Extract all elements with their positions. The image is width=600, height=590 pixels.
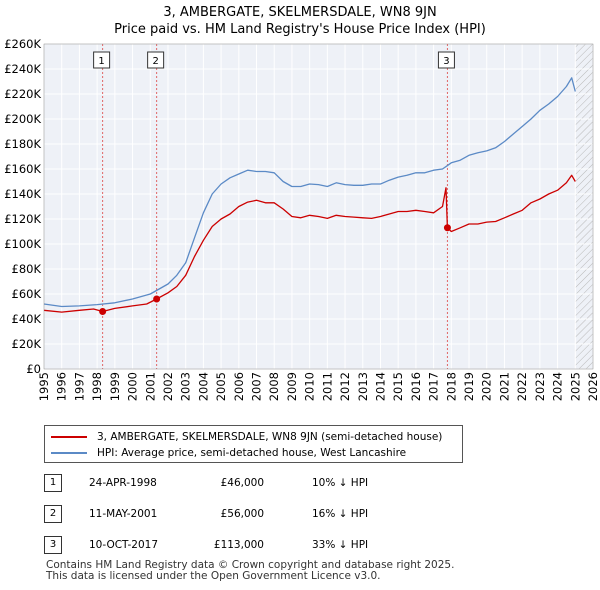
y-tick-label: £20K <box>12 337 42 351</box>
x-tick-label: 1996 <box>55 372 69 401</box>
x-tick-label: 1999 <box>108 372 122 401</box>
x-tick-label: 2014 <box>373 372 387 401</box>
legend-swatch-property <box>51 436 87 438</box>
sale-delta: 10% ↓ HPI <box>312 477 369 489</box>
footer: Contains HM Land Registry data © Crown c… <box>46 560 454 582</box>
y-tick-label: £80K <box>12 262 42 276</box>
x-tick-label: 1995 <box>37 372 51 401</box>
x-tick-label: 2016 <box>409 372 423 401</box>
sale-delta: 16% ↓ HPI <box>312 508 369 520</box>
plot-area <box>44 44 593 369</box>
x-tick-label: 1997 <box>72 372 86 401</box>
plot-border <box>43 43 594 370</box>
x-tick-label: 2024 <box>551 372 565 401</box>
sale-point <box>443 224 451 232</box>
x-tick-label: 2023 <box>533 372 547 401</box>
y-tick-label: £160K <box>4 162 41 176</box>
y-tick-label: £100K <box>4 237 41 251</box>
chart-subtitle: Price paid vs. HM Land Registry's House … <box>114 22 486 37</box>
sale-date: 11-MAY-2001 <box>89 508 158 520</box>
forecast-hatch <box>575 44 593 369</box>
sale-label-box <box>147 51 165 69</box>
chart-title: 3, AMBERGATE, SKELMERSDALE, WN8 9JN <box>163 5 437 20</box>
x-tick-label: 2018 <box>444 372 458 401</box>
y-tick-label: £240K <box>4 62 41 76</box>
property-price-line <box>43 174 576 313</box>
legend-label-property: 3, AMBERGATE, SKELMERSDALE, WN8 9JN (sem… <box>97 431 443 443</box>
legend-item-property: 3, AMBERGATE, SKELMERSDALE, WN8 9JN (sem… <box>51 430 442 444</box>
chart-title-block: 3, AMBERGATE, SKELMERSDALE, WN8 9JN Pric… <box>0 4 600 38</box>
x-tick-label: 2021 <box>497 372 511 401</box>
sale-label-box <box>437 51 455 69</box>
y-tick-label: £120K <box>4 212 41 226</box>
sale-label-box <box>93 51 111 69</box>
footer-copyright: Contains HM Land Registry data © Crown c… <box>46 559 455 571</box>
legend-swatch-hpi <box>51 452 87 454</box>
y-tick-label: £200K <box>4 112 41 126</box>
y-tick-label: £220K <box>4 87 41 101</box>
x-tick-label: 2008 <box>267 372 281 401</box>
x-tick-label: 2026 <box>586 372 600 401</box>
y-tick-label: £140K <box>4 187 41 201</box>
y-tick-label: £60K <box>12 287 42 301</box>
footer-licence: This data is licensed under the Open Gov… <box>46 570 381 582</box>
x-tick-label: 2002 <box>161 372 175 401</box>
sale-marker: 3 <box>44 536 62 554</box>
sale-price: £56,000 <box>220 508 264 520</box>
x-tick-label: 2007 <box>250 372 264 401</box>
x-tick-label: 2011 <box>320 372 334 401</box>
sale-marker: 2 <box>44 505 62 523</box>
x-tick-label: 2022 <box>515 372 529 401</box>
sale-point <box>153 295 161 303</box>
sale-marker: 1 <box>44 474 62 492</box>
y-tick-label: £0 <box>26 362 41 376</box>
x-tick-label: 2005 <box>214 372 228 401</box>
sale-price: £113,000 <box>213 539 264 551</box>
x-tick-label: 2019 <box>462 372 476 401</box>
x-tick-label: 2025 <box>568 372 582 401</box>
sale-label-number: 1 <box>98 56 104 67</box>
sale-delta: 33% ↓ HPI <box>312 539 369 551</box>
legend-item-hpi: HPI: Average price, semi-detached house,… <box>51 446 406 460</box>
x-tick-label: 2013 <box>356 372 370 401</box>
x-tick-label: 2004 <box>196 372 210 401</box>
sale-label-number: 3 <box>443 56 449 67</box>
sale-label-number: 2 <box>152 56 158 67</box>
x-tick-label: 2003 <box>179 372 193 401</box>
sale-date: 10-OCT-2017 <box>89 539 158 551</box>
sale-point <box>99 308 107 315</box>
x-tick-label: 2017 <box>427 372 441 401</box>
x-tick-label: 2001 <box>143 372 157 401</box>
x-tick-label: 2015 <box>391 372 405 401</box>
x-tick-label: 2012 <box>338 372 352 401</box>
x-tick-label: 2009 <box>285 372 299 401</box>
x-tick-label: 2006 <box>232 372 246 401</box>
price-chart: 1 2 3 £0 £20K £40K £60K £80K £100K £120K £140K £16… <box>4 37 600 401</box>
x-tick-label: 2010 <box>303 372 317 401</box>
hpi-line <box>43 77 576 308</box>
legend-label-hpi: HPI: Average price, semi-detached house,… <box>97 447 407 459</box>
x-tick-label: 1998 <box>90 372 104 401</box>
y-tick-label: £40K <box>12 312 42 326</box>
sale-price: £46,000 <box>220 477 264 489</box>
sale-row: 2 11-MAY-2001 £56,000 16% ↓ HPI <box>44 505 444 523</box>
sale-row: 1 24-APR-1998 £46,000 10% ↓ HPI <box>44 474 444 492</box>
sale-date: 24-APR-1998 <box>89 477 157 489</box>
x-tick-label: 2000 <box>126 372 140 401</box>
x-tick-label: 2020 <box>480 372 494 401</box>
sale-row: 3 10-OCT-2017 £113,000 33% ↓ HPI <box>44 536 444 554</box>
legend: 3, AMBERGATE, SKELMERSDALE, WN8 9JN (sem… <box>44 425 463 463</box>
y-tick-label: £260K <box>4 37 41 51</box>
y-tick-label: £180K <box>4 137 41 151</box>
